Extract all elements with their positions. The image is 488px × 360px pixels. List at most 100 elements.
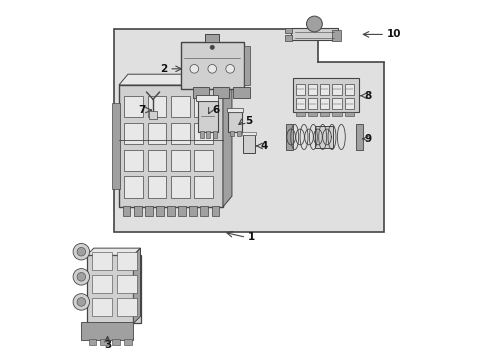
Circle shape [77, 273, 85, 281]
Bar [230, 131, 234, 136]
Bar [284, 28, 291, 33]
Bar [117, 298, 137, 316]
Bar [332, 112, 341, 116]
Bar [212, 87, 228, 98]
Circle shape [225, 64, 234, 73]
Polygon shape [119, 74, 231, 85]
Bar [320, 112, 329, 116]
Bar [117, 252, 137, 270]
Circle shape [77, 247, 85, 256]
Bar [156, 206, 163, 216]
Bar [189, 206, 197, 216]
Bar [100, 338, 108, 345]
Bar [320, 84, 329, 95]
Bar [307, 112, 317, 116]
Bar [194, 149, 212, 171]
Bar [194, 96, 212, 117]
Bar [194, 123, 212, 144]
Bar [285, 125, 292, 149]
Bar [124, 96, 142, 117]
Bar [317, 0, 419, 62]
Bar [315, 126, 333, 148]
Bar [243, 135, 255, 153]
Bar [236, 131, 240, 136]
Bar [295, 98, 305, 109]
Bar [344, 112, 353, 116]
Bar [344, 98, 353, 109]
Bar [148, 111, 157, 119]
Circle shape [210, 45, 214, 49]
Text: 7: 7 [138, 105, 145, 115]
Bar [92, 252, 112, 270]
Bar [133, 206, 142, 216]
Circle shape [73, 269, 89, 285]
Text: 4: 4 [260, 141, 267, 151]
Bar [243, 45, 249, 85]
Text: 2: 2 [160, 64, 167, 74]
Bar [147, 96, 166, 117]
Bar [112, 103, 120, 189]
Bar [181, 42, 243, 89]
Text: 1: 1 [247, 232, 255, 242]
Text: 5: 5 [245, 116, 252, 126]
Bar [204, 34, 219, 42]
Bar [124, 338, 132, 345]
Bar [81, 321, 133, 339]
Bar [226, 108, 242, 112]
Bar [171, 149, 189, 171]
Bar [233, 87, 249, 98]
Circle shape [306, 16, 322, 32]
Bar [284, 36, 291, 41]
Bar [86, 255, 140, 323]
Bar [147, 149, 166, 171]
Bar [112, 338, 120, 345]
Bar [332, 30, 341, 41]
Bar [117, 275, 137, 293]
Bar [199, 131, 203, 138]
Text: 3: 3 [103, 339, 111, 350]
Bar [307, 98, 317, 109]
Circle shape [73, 294, 89, 310]
Bar [167, 206, 175, 216]
Bar [147, 176, 166, 198]
Bar [212, 131, 217, 138]
Bar [242, 132, 255, 135]
Bar [113, 30, 384, 232]
Circle shape [73, 243, 89, 260]
Bar [122, 206, 130, 216]
Bar [292, 78, 359, 112]
Bar [194, 176, 212, 198]
Bar [332, 98, 341, 109]
Bar [124, 123, 142, 144]
Bar [320, 98, 329, 109]
Bar [124, 149, 142, 171]
Text: 8: 8 [364, 91, 371, 101]
Bar [355, 125, 362, 149]
Text: 6: 6 [212, 105, 219, 115]
Polygon shape [86, 248, 140, 255]
Bar [200, 206, 208, 216]
Bar [206, 131, 210, 138]
Bar [332, 84, 341, 95]
Bar [290, 28, 337, 40]
Bar [92, 275, 112, 293]
Circle shape [207, 64, 216, 73]
Bar [295, 112, 305, 116]
Bar [171, 96, 189, 117]
Bar [228, 112, 242, 132]
Circle shape [77, 298, 85, 306]
Bar [178, 206, 185, 216]
Bar [171, 123, 189, 144]
Bar [119, 85, 223, 207]
Text: 10: 10 [386, 30, 401, 39]
Bar [144, 206, 152, 216]
Polygon shape [223, 74, 231, 207]
Bar [92, 298, 112, 316]
Bar [307, 84, 317, 95]
Bar [211, 206, 219, 216]
Bar [295, 84, 305, 95]
Bar [192, 87, 208, 98]
Text: 9: 9 [364, 134, 371, 144]
Bar [196, 95, 217, 101]
Bar [198, 101, 217, 132]
